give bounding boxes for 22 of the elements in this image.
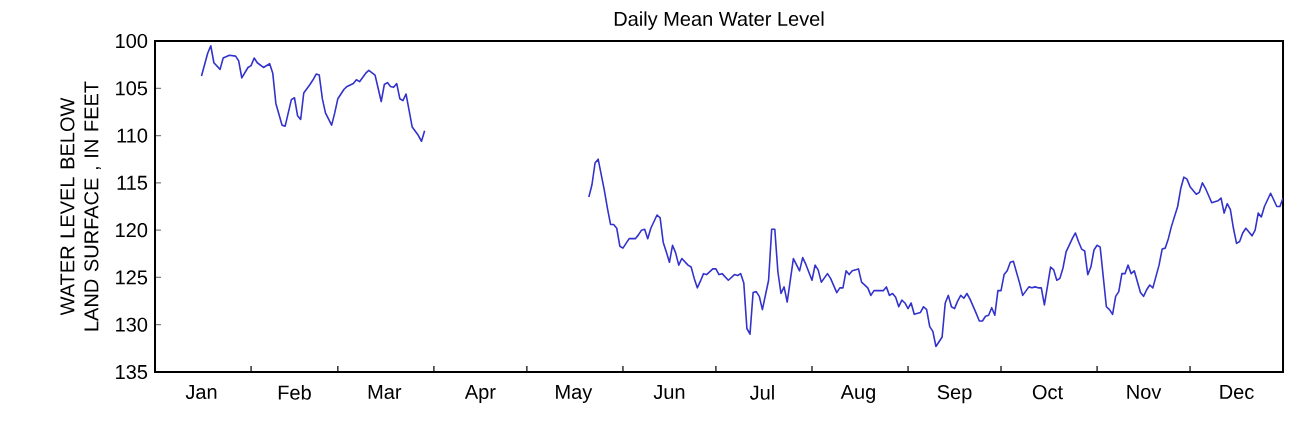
y-tick-label: 115 (117, 175, 148, 190)
y-tick-label: 105 (116, 81, 148, 96)
y-axis-title: WATER LEVEL BELOW LAND SURFACE , IN FEET (60, 81, 101, 331)
y-tick-label: 100 (116, 33, 148, 49)
y-tick-label: 135 (116, 364, 148, 380)
chart-title: Daily Mean Water Level (614, 11, 824, 30)
x-tick-label: Mar (368, 385, 402, 400)
x-tick-label: Oct (1032, 385, 1063, 400)
y-tick-label: 110 (117, 128, 148, 143)
x-tick-label: Sep (937, 385, 972, 404)
x-tick-label: Jan (185, 385, 217, 400)
x-tick-label: May (556, 385, 593, 403)
x-tick-label: Jul (749, 385, 774, 400)
x-tick-label: Feb (278, 385, 311, 400)
x-tick-label: Jun (653, 385, 685, 400)
y-tick-label: 130 (116, 317, 148, 332)
x-tick-label: Nov (1127, 385, 1162, 400)
x-tick-label: Aug (840, 385, 875, 403)
y-tick-label: 125 (116, 270, 148, 285)
y-tick-label: 120 (116, 223, 148, 238)
x-tick-label: Dec (1220, 385, 1254, 400)
x-tick-label: Apr (464, 385, 496, 403)
